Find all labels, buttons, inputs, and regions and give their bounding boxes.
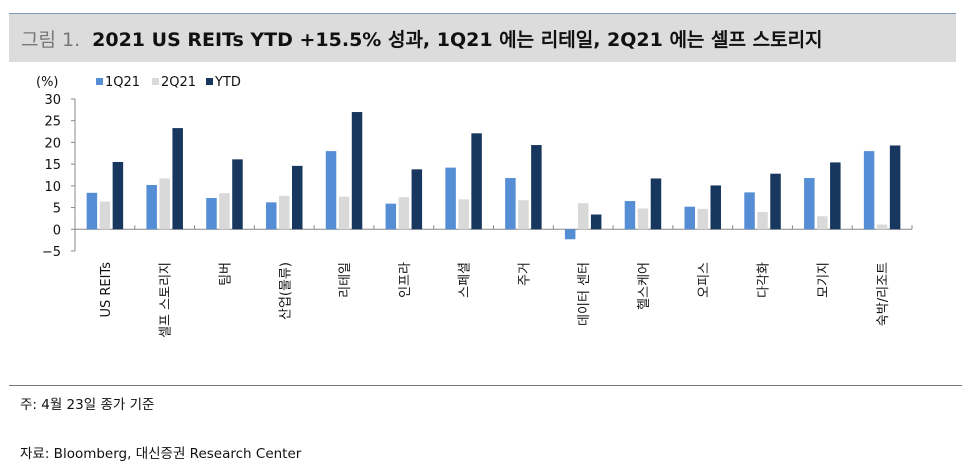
legend-label: YTD	[214, 75, 241, 90]
x-tick-label: 오피스	[697, 262, 712, 298]
bar-1q21	[146, 184, 157, 230]
bars	[86, 112, 901, 240]
legend: 1Q21 2Q21 YTD	[96, 75, 241, 90]
bar-2q21	[398, 197, 410, 230]
bar-2q21	[518, 200, 529, 230]
legend-swatch-1q21	[96, 78, 103, 85]
bar-ytd	[531, 145, 542, 230]
legend-label: 2Q21	[161, 75, 196, 90]
bar-ytd	[830, 162, 841, 230]
y-tick-label: 5	[53, 202, 61, 217]
x-tick-label: 팀버	[218, 262, 233, 286]
y-tick-label: 25	[44, 115, 61, 130]
bar-ytd	[770, 173, 781, 230]
bar-1q21	[804, 178, 815, 230]
y-tick-label: 20	[44, 136, 61, 151]
y-tick-label: 10	[44, 180, 61, 195]
y-tick-label: −5	[42, 245, 61, 260]
bar-2q21	[338, 196, 350, 230]
bar-ytd	[232, 159, 243, 230]
bar-1q21	[624, 201, 636, 230]
bar-ytd	[650, 178, 662, 230]
bar-2q21	[817, 216, 828, 230]
bar-ytd	[471, 133, 482, 230]
bar-1q21	[684, 206, 695, 230]
bar-1q21	[385, 203, 397, 230]
x-tick-label: 리테일	[338, 262, 353, 298]
x-tick-label: 셀프 스토리지	[159, 262, 174, 338]
bar-ytd	[710, 185, 721, 230]
y-tick-label: 0	[53, 223, 61, 238]
bar-ytd	[590, 214, 602, 230]
bar-1q21	[445, 167, 456, 230]
x-tick-label: 다각화	[757, 262, 772, 298]
bar-ytd	[292, 165, 303, 230]
source-note: 자료: Bloomberg, 대신증권 Research Center	[20, 446, 302, 462]
x-tick-label: 헬스케어	[637, 262, 652, 310]
bar-1q21	[325, 151, 337, 230]
footnote: 주: 4월 23일 종가 기준	[20, 397, 155, 413]
bar-chart: (%) 1Q21 2Q21 YTD 30 25 20 15 10 5 0 −5 US REITs 셀…	[36, 75, 913, 338]
bar-1q21	[206, 198, 217, 230]
bar-ytd	[889, 145, 901, 230]
x-tick-label: 숙박/리조트	[876, 262, 891, 326]
bar-2q21	[876, 224, 888, 230]
y-tick-label: 30	[44, 93, 61, 108]
bar-ytd	[112, 161, 124, 230]
axes: 30 25 20 15 10 5 0 −5	[42, 93, 913, 260]
x-tick-label: 데이터 센터	[577, 262, 592, 326]
y-axis-label: (%)	[36, 75, 59, 90]
bar-2q21	[577, 203, 589, 230]
bar-2q21	[697, 208, 708, 230]
legend-label: 1Q21	[105, 75, 140, 90]
figure-number: 그림 1.	[21, 28, 81, 51]
bar-2q21	[99, 201, 111, 230]
bar-2q21	[757, 211, 768, 230]
bar-2q21	[159, 178, 170, 230]
bar-1q21	[266, 202, 277, 230]
figure-title: 2021 US REITs YTD +15.5% 성과, 1Q21 에는 리테일…	[92, 28, 823, 51]
bar-1q21	[564, 229, 576, 240]
bar-ytd	[411, 169, 423, 230]
bar-2q21	[279, 195, 290, 230]
x-tick-label: 산업(물류)	[278, 262, 293, 320]
bar-1q21	[86, 192, 98, 230]
x-tick-labels: US REITs 셀프 스토리지 팀버 산업(물류) 리테일 인프라 스페셜 주거 데이터 센터…	[99, 262, 891, 338]
bar-2q21	[219, 193, 230, 230]
bar-1q21	[744, 192, 755, 230]
footer-divider	[9, 385, 962, 386]
bar-ytd	[172, 128, 183, 230]
bar-1q21	[863, 151, 875, 230]
x-tick-label: US REITs	[99, 262, 114, 318]
bar-2q21	[637, 208, 649, 230]
x-tick-label: 모기지	[816, 262, 831, 298]
legend-swatch-ytd	[206, 78, 213, 85]
y-tick-label: 15	[44, 158, 61, 173]
bar-2q21	[458, 199, 469, 230]
legend-swatch-2q21	[152, 78, 159, 85]
bar-ytd	[351, 112, 363, 230]
bar-1q21	[505, 178, 516, 230]
x-tick-label: 주거	[517, 262, 532, 286]
figure-title-bar: 그림 1. 2021 US REITs YTD +15.5% 성과, 1Q21 …	[9, 13, 956, 62]
x-tick-label: 인프라	[398, 262, 413, 298]
x-tick-label: 스페셜	[458, 262, 473, 298]
